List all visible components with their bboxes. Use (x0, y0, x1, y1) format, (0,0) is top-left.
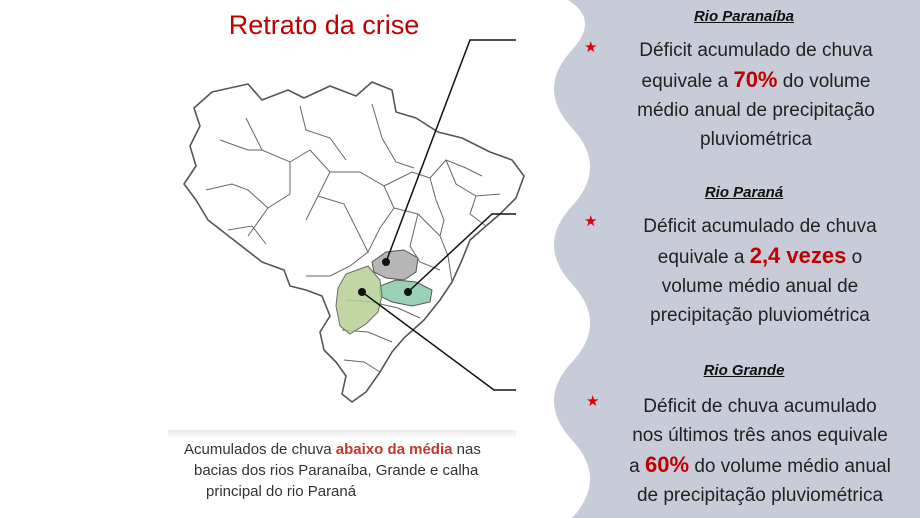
block-text-paranaiba: Déficit acumulado de chuva equivale a 70… (600, 36, 912, 154)
callout-dot-paranaiba (382, 258, 390, 266)
caption-line-3: principal do rio Paraná (206, 483, 357, 500)
brazil-outline (183, 81, 525, 403)
highlight-value: 2,4 vezes (749, 243, 847, 268)
block-title-parana: Rio Paraná (704, 184, 784, 201)
callout-line-paranaiba (385, 39, 516, 263)
text-line: Déficit acumulado de chuva (643, 216, 877, 237)
text-line: Déficit de chuva acumulado (643, 396, 877, 417)
text-line: médio anual de precipitação (637, 100, 875, 121)
callout-line-grande (407, 213, 516, 293)
state-borders (205, 103, 501, 373)
text-line: Déficit acumulado de chuva (639, 40, 873, 61)
text-line: pluviométrica (700, 129, 812, 150)
highlight-value: 60% (645, 452, 690, 477)
star-bullet-icon: ★ (586, 393, 600, 410)
text-line: de precipitação pluviométrica (636, 485, 884, 506)
map-title: Retrato da crise (228, 10, 420, 40)
star-bullet-icon: ★ (584, 213, 598, 230)
block-text-grande: Déficit de chuva acumulado nos últimos t… (600, 392, 920, 510)
callout-dot-grande (404, 288, 412, 296)
block-text-parana: Déficit acumulado de chuva equivale a 2,… (600, 212, 920, 330)
text-line: equivale a 2,4 vezes o (657, 243, 863, 268)
text-line: precipitação pluviométrica (650, 305, 870, 326)
callout-line-parana (361, 291, 516, 391)
callout-dot-parana (358, 288, 366, 296)
star-bullet-icon: ★ (584, 39, 598, 56)
caption-line-2: bacias dos rios Paranaíba, Grande e calh… (194, 462, 479, 479)
text-line: equivale a 70% do volume (641, 67, 871, 92)
parana-basin-region (335, 265, 383, 335)
map-caption: Acumulados de chuva abaixo da média nas … (168, 430, 516, 518)
callout-lines (361, 39, 516, 391)
text-line: volume médio anual de (661, 276, 859, 297)
highlight-value: 70% (733, 67, 778, 92)
block-title-paranaiba: Rio Paranaíba (693, 8, 795, 25)
text-line: a 60% do volume médio anual (629, 452, 891, 477)
text-line: nos últimos três anos equivale (632, 425, 888, 446)
caption-line-1: Acumulados de chuva abaixo da média nas (184, 441, 481, 458)
brazil-map (183, 39, 525, 403)
paranaiba-basin-region (371, 249, 419, 281)
block-title-grande: Rio Grande (703, 362, 785, 379)
